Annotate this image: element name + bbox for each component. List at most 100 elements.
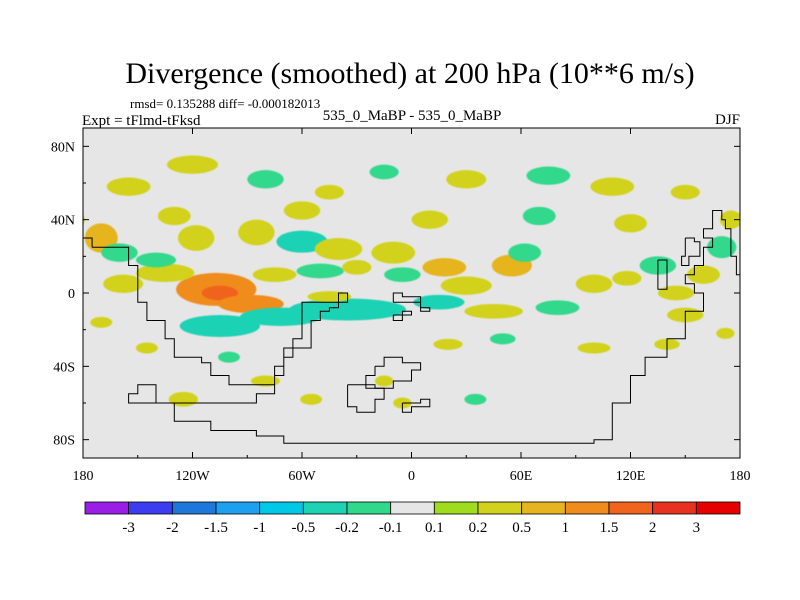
divergence-cell [276, 230, 328, 253]
divergence-cell [201, 285, 239, 301]
y-tick-label: 80S [53, 434, 75, 449]
case-label: 535_0_MaBP - 535_0_MaBP [323, 108, 502, 124]
stats-line: rmsd= 0.135288 diff= -0.000182013 [130, 96, 320, 111]
divergence-cell [103, 274, 144, 294]
divergence-cell [106, 177, 151, 196]
divergence-cell [135, 342, 158, 354]
coastline-layer [83, 210, 740, 444]
divergence-cell [166, 155, 219, 174]
colorbar-label: 1.5 [600, 520, 619, 536]
colorbar-label: -3 [122, 520, 135, 536]
divergence-cell [716, 327, 735, 339]
divergence-cell [238, 219, 275, 246]
divergence-cell [464, 304, 523, 319]
divergence-cell [250, 375, 281, 387]
divergence-cell [384, 267, 421, 282]
colorbar-swatch [346, 501, 392, 515]
divergence-cell [283, 201, 321, 220]
divergence-cell [522, 206, 556, 226]
divergence-cell [300, 393, 323, 405]
colorbar-swatch [84, 501, 130, 515]
x-tick-label: 60W [288, 469, 316, 484]
coastline [392, 310, 412, 321]
colorbar-swatch [128, 501, 173, 515]
coastline [392, 292, 431, 312]
colorbar-label: 0.5 [512, 520, 531, 536]
divergence-cell [411, 210, 448, 229]
y-tick-label: 80N [51, 140, 75, 155]
chart-title: Divergence (smoothed) at 200 hPa (10**6 … [125, 57, 694, 90]
colorbar-label: 2 [649, 520, 657, 536]
colorbar-swatch [302, 501, 348, 515]
season-label: DJF [715, 112, 740, 128]
divergence-cell [375, 375, 394, 387]
x-tick-label: 60E [510, 469, 533, 484]
coastline [347, 384, 385, 413]
divergence-cell [687, 265, 720, 284]
y-tick-label: 40N [51, 214, 75, 229]
colorbar-swatch [390, 501, 435, 515]
x-axis: 180 120W 60W 0 60E 120E 180 [73, 128, 751, 484]
divergence-cell [252, 267, 297, 282]
divergence-cell [446, 170, 487, 189]
divergence-cell [218, 351, 240, 363]
divergence-field [83, 155, 740, 409]
divergence-cell [314, 238, 363, 260]
colorbar-label: 3 [693, 520, 701, 536]
divergence-cell [342, 260, 372, 275]
divergence-cell [508, 243, 542, 262]
divergence-cell [289, 298, 407, 321]
divergence-cell [314, 184, 344, 200]
divergence-cell [577, 342, 611, 354]
x-tick-label: 120E [616, 469, 646, 484]
divergence-cell [101, 243, 138, 262]
x-tick-label: 120W [175, 469, 210, 484]
divergence-cell [177, 225, 215, 251]
coastline [657, 259, 668, 290]
divergence-cell [135, 252, 177, 268]
colorbar-swatch [652, 501, 697, 515]
colorbar-swatch [433, 501, 479, 515]
divergence-cell [526, 166, 571, 185]
divergence-cell [247, 170, 284, 189]
colorbar-swatch [259, 501, 304, 515]
colorbar-swatch [521, 501, 566, 515]
divergence-cell [670, 184, 700, 200]
divergence-cell [168, 392, 198, 407]
divergence-cell [135, 263, 195, 283]
divergence-cell [614, 214, 647, 233]
colorbar-label: -0.5 [291, 520, 315, 536]
divergence-cell [369, 164, 399, 180]
colorbar-swatch [564, 501, 610, 515]
divergence-cell [575, 274, 613, 294]
y-axis: 80N 40N 0 40S 80S [51, 140, 740, 449]
colorbar-label: 1 [562, 520, 570, 536]
coastline [681, 237, 701, 266]
x-tick-label: 180 [73, 469, 94, 484]
y-tick-label: 0 [68, 287, 75, 302]
divergence-cell [464, 393, 487, 405]
coastline [83, 237, 93, 248]
coastline [365, 356, 422, 389]
colorbar-label: 0.1 [425, 520, 444, 536]
divergence-cell [489, 333, 516, 345]
y-tick-label: 40S [53, 360, 75, 375]
colorbar: -3 -2 -1.5 -1 -0.5 -0.2 -0.1 0.1 0.2 0.5 1 1.5 2 3 [84, 501, 741, 536]
divergence-cell [590, 177, 635, 196]
colorbar-label: -2 [166, 520, 179, 536]
colorbar-label: -1 [253, 520, 266, 536]
experiment-label: Expt = tFlmd-tFksd [82, 113, 201, 129]
divergence-cell [535, 300, 580, 315]
colorbar-swatch [608, 501, 654, 515]
divergence-cell [440, 276, 492, 295]
colorbar-swatch [477, 501, 523, 515]
x-tick-label: 0 [408, 469, 415, 484]
divergence-cell [307, 291, 352, 303]
coastline [401, 398, 431, 413]
divergence-cell [157, 206, 191, 226]
divergence-cell [433, 338, 463, 350]
coastline [92, 210, 740, 444]
colorbar-swatch [171, 501, 217, 515]
colorbar-label: 0.2 [469, 520, 488, 536]
